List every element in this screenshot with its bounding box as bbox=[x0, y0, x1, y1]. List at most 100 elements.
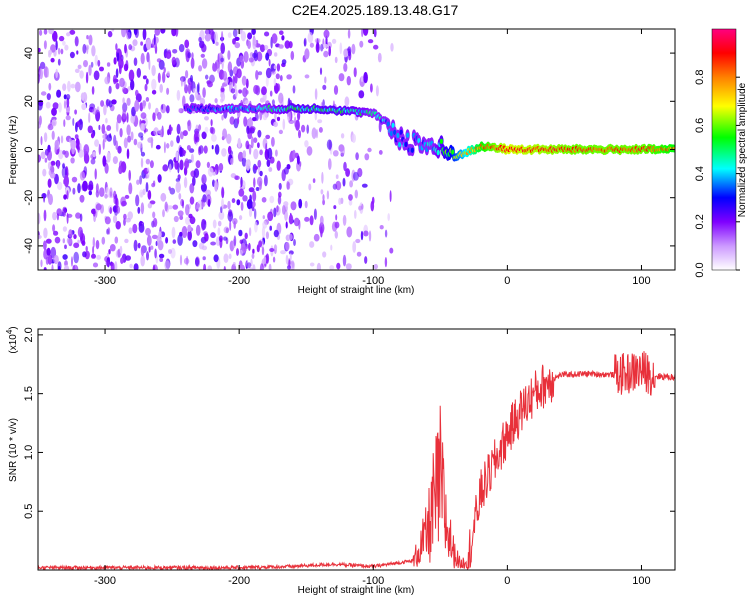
spectrogram-noise-cell bbox=[126, 148, 130, 160]
spectrogram-noise-cell bbox=[140, 112, 147, 119]
spectrogram-noise-cell bbox=[265, 67, 272, 79]
spectrogram-noise-cell bbox=[221, 92, 226, 102]
spectrogram-noise-cell bbox=[146, 251, 149, 261]
spectrogram-noise-cell bbox=[115, 82, 120, 90]
spectrogram-noise-cell bbox=[87, 125, 94, 134]
spectrogram-noise-cell bbox=[195, 160, 201, 169]
spectrogram-noise-cell bbox=[190, 74, 193, 83]
spectrogram-noise-cell bbox=[40, 259, 43, 268]
spectrogram-noise-cell bbox=[142, 100, 146, 109]
spectrogram-noise-cell bbox=[77, 183, 81, 194]
spectrogram-noise-cell bbox=[140, 202, 145, 215]
spectrogram-noise-cell bbox=[345, 263, 352, 270]
spectrogram-noise-cell bbox=[389, 190, 392, 203]
spectrogram-noise-cell bbox=[269, 248, 275, 252]
spectrogram-noise-cell bbox=[268, 167, 273, 172]
colorbar-tick-label: 0.0 bbox=[694, 262, 706, 277]
spectrogram-noise-cell bbox=[273, 207, 277, 218]
spectrogram-noise-cell bbox=[319, 215, 324, 226]
spectrogram-noise-cell bbox=[140, 157, 144, 168]
spectrogram-noise-cell bbox=[203, 263, 207, 270]
spectrogram-noise-cell bbox=[155, 241, 158, 246]
spectrogram-noise-cell bbox=[181, 226, 188, 238]
spectrogram-noise-cell bbox=[138, 132, 144, 138]
spectrogram-noise-cell bbox=[115, 140, 118, 150]
spectrogram-noise-cell bbox=[94, 168, 97, 180]
spectrogram-noise-cell bbox=[98, 143, 102, 155]
spectrogram-noise-cell bbox=[98, 124, 101, 131]
spectrogram-noise-cell bbox=[232, 218, 238, 225]
spectrogram-noise-cell bbox=[351, 133, 356, 143]
spectrogram-noise-cell bbox=[254, 221, 258, 233]
spectrogram-noise-cell bbox=[133, 263, 139, 270]
spectrogram-noise-cell bbox=[140, 52, 145, 65]
spectrogram-noise-cell bbox=[351, 43, 356, 55]
spectrogram-noise-cell bbox=[156, 58, 162, 63]
spectrogram-noise-cell bbox=[327, 41, 332, 49]
spectrogram-noise-cell bbox=[349, 180, 353, 188]
spectrogram-noise-cell bbox=[242, 87, 248, 98]
spectrogram-noise-cell bbox=[146, 167, 149, 172]
spectrogram-noise-cell bbox=[240, 176, 243, 188]
spectrogram-noise-cell bbox=[204, 33, 211, 42]
spectrogram-noise-cell bbox=[195, 257, 200, 267]
spectrogram-noise-cell bbox=[167, 129, 170, 136]
spectrogram-noise-cell bbox=[38, 100, 43, 111]
spectrogram-noise-cell bbox=[194, 205, 198, 210]
spectrogram-noise-cell bbox=[158, 129, 162, 135]
spectrogram-noise-cell bbox=[211, 145, 214, 150]
spectrogram-noise-cell bbox=[271, 70, 276, 75]
spectrogram-noise-cell bbox=[120, 196, 126, 207]
spectrogram-noise-cell bbox=[251, 29, 256, 36]
spectrogram-noise-cell bbox=[128, 44, 133, 51]
spectrogram-noise-cell bbox=[139, 175, 143, 185]
spectrogram-noise-cell bbox=[43, 40, 47, 50]
spectrogram-noise-cell bbox=[74, 36, 79, 47]
spectrogram-noise-cell bbox=[205, 74, 209, 80]
spectrogram-noise-cell bbox=[145, 97, 150, 102]
spectrogram-noise-cell bbox=[140, 41, 144, 46]
spectrogram-noise-cell bbox=[121, 86, 127, 93]
spectrogram-noise-cell bbox=[116, 52, 120, 62]
spectrogram-ridge-core bbox=[404, 141, 408, 147]
spectrogram-noise-cell bbox=[261, 86, 267, 96]
spectrogram-noise-cell bbox=[179, 146, 183, 157]
spectrogram-noise-cell bbox=[105, 99, 111, 107]
spectrogram-noise-cell bbox=[118, 165, 123, 175]
spectrogram-noise-cell bbox=[342, 254, 347, 267]
spectrogram-noise-cell bbox=[76, 50, 79, 55]
spectrogram-noise-cell bbox=[228, 253, 232, 260]
spectrogram-noise-cell bbox=[342, 214, 347, 226]
spectrogram-noise-cell bbox=[178, 44, 185, 53]
spectrogram-noise-cell bbox=[201, 58, 208, 69]
spectrogram-noise-cell bbox=[92, 151, 97, 158]
spectrogram-noise-cell bbox=[240, 201, 244, 211]
spectrogram-noise-cell bbox=[368, 230, 372, 242]
spectrogram-noise-cell bbox=[236, 248, 239, 256]
spectrogram-noise-cell bbox=[257, 129, 262, 138]
spectrogram-noise-cell bbox=[106, 252, 109, 258]
spectrogram-noise-cell bbox=[384, 229, 388, 238]
spectrogram-noise-cell bbox=[257, 159, 262, 168]
spectrogram-noise-cell bbox=[180, 76, 186, 82]
spectrogram-noise-cell bbox=[119, 128, 123, 138]
spectrogram-noise-cell bbox=[69, 51, 75, 59]
spectrogram-noise-cell bbox=[271, 99, 275, 106]
spectrogram-noise-cell bbox=[207, 198, 211, 208]
spectrogram-noise-cell bbox=[210, 127, 216, 135]
spectrogram-noise-cell bbox=[178, 108, 182, 113]
spectrogram-noise-cell bbox=[251, 136, 254, 149]
spectrogram-noise-cell bbox=[99, 187, 105, 198]
spectrogram-noise-cell bbox=[196, 203, 200, 208]
spectrogram-noise-cell bbox=[145, 78, 149, 85]
spectrogram-noise-cell bbox=[158, 59, 165, 70]
spectrogram-noise-cell bbox=[307, 31, 314, 44]
spectrogram-noise-cell bbox=[334, 56, 338, 64]
spectrogram-noise-cell bbox=[102, 134, 106, 139]
spectrogram-noise-cell bbox=[286, 74, 292, 80]
spectrogram-noise-cell bbox=[283, 167, 289, 175]
spectrogram-noise-cell bbox=[137, 206, 141, 214]
snr-x-label: Height of straight line (km) bbox=[298, 585, 415, 596]
